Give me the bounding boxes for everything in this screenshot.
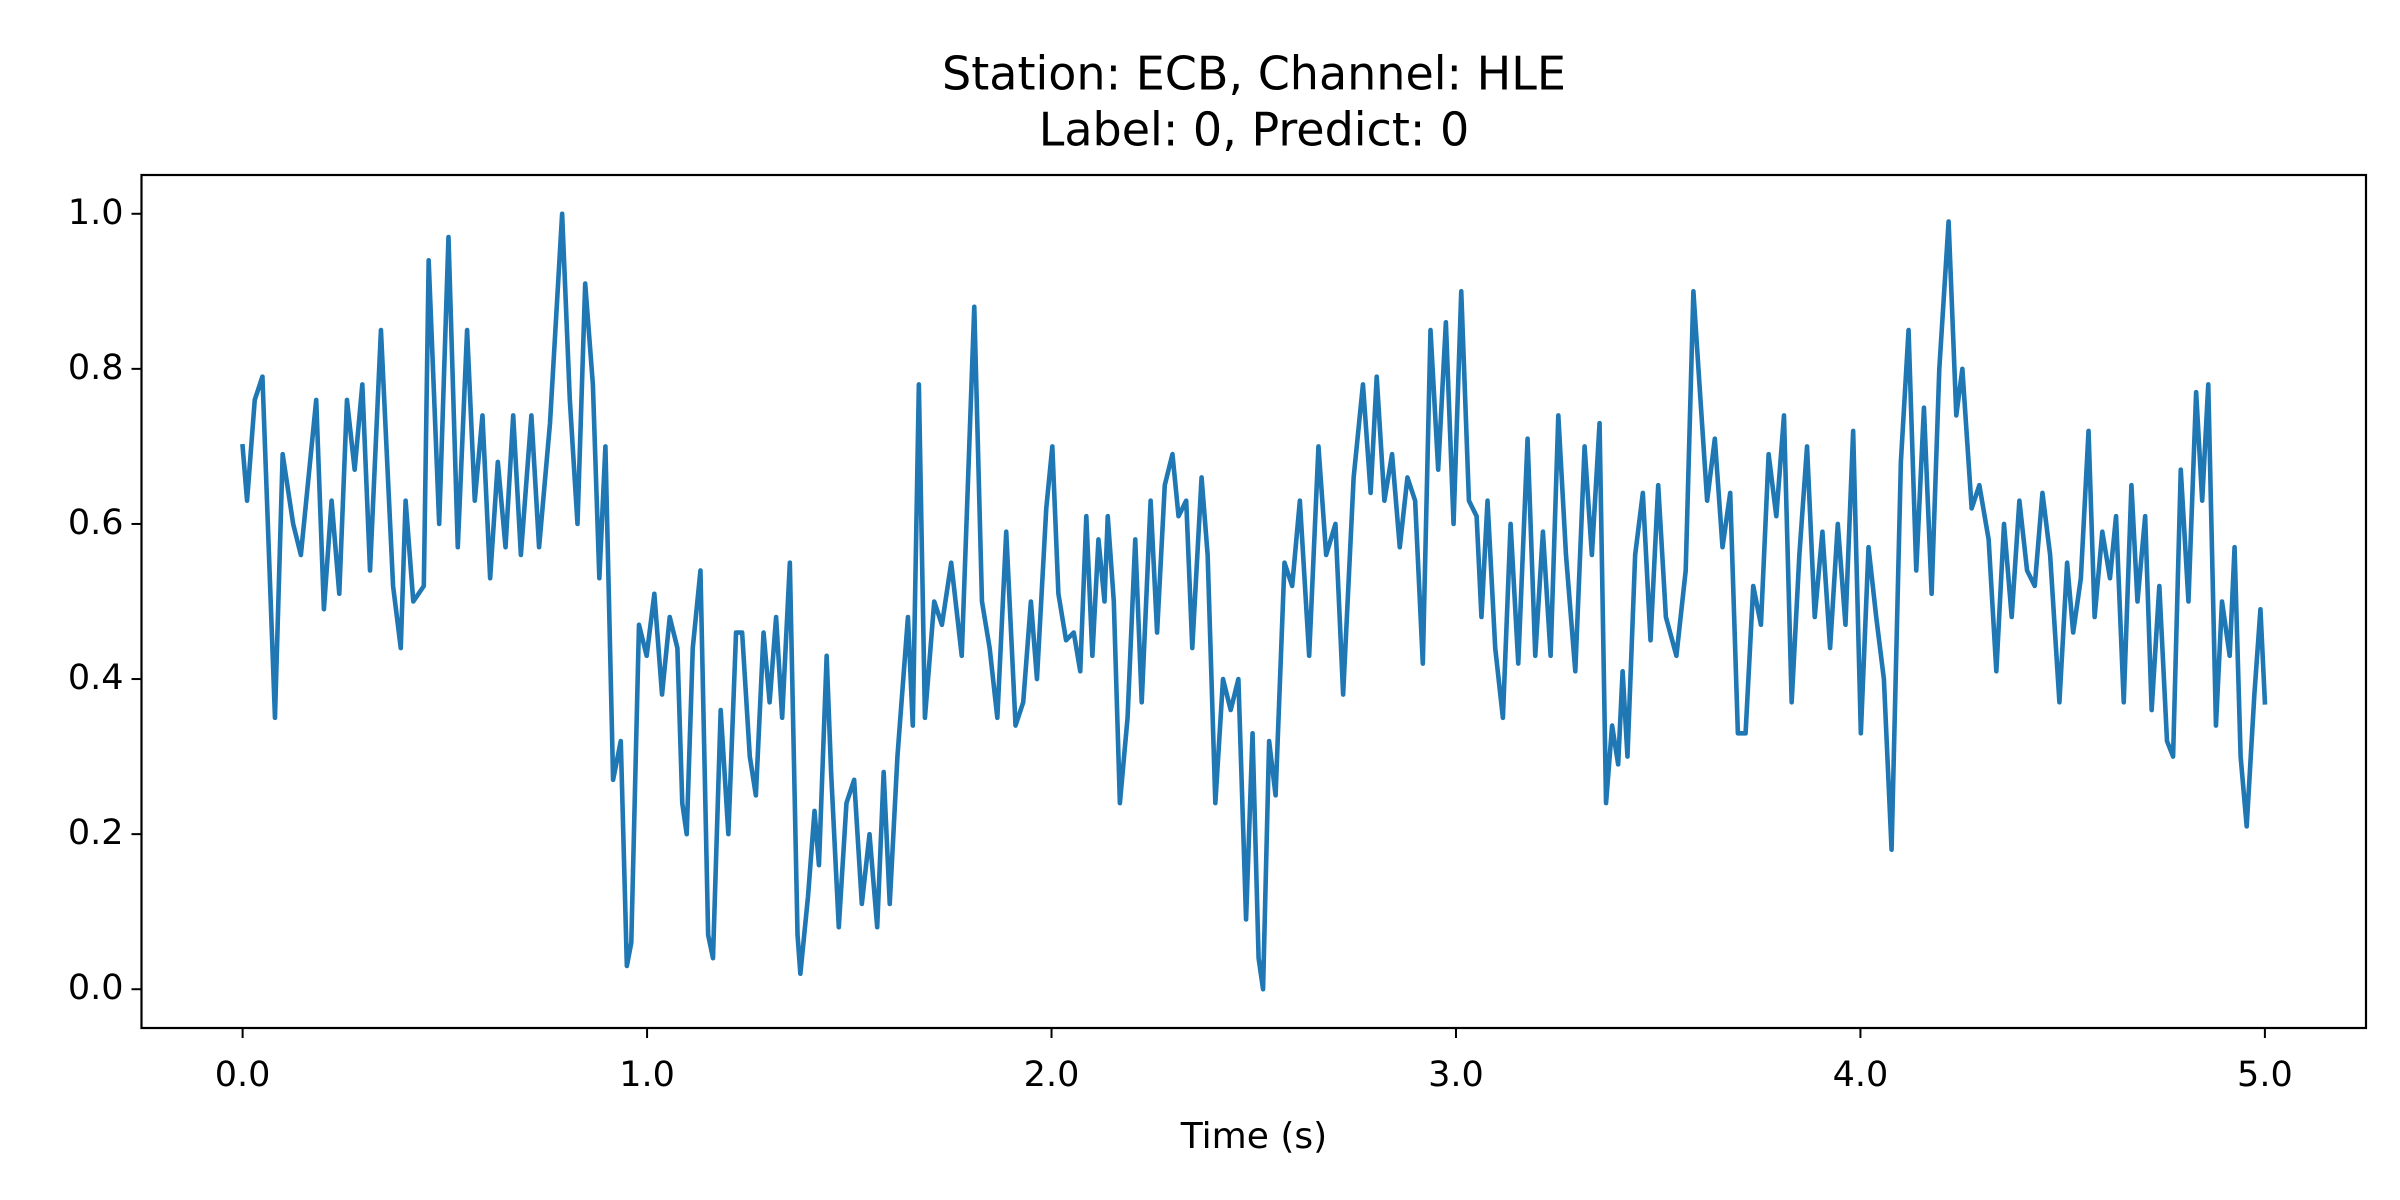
y-tick-label: 0.0 bbox=[68, 968, 124, 1008]
y-tick-label: 0.8 bbox=[68, 348, 124, 388]
x-tick-label: 1.0 bbox=[619, 1055, 675, 1095]
x-tick-label: 5.0 bbox=[2237, 1055, 2293, 1095]
x-tick-label: 3.0 bbox=[1428, 1055, 1484, 1095]
plot-area: 0.0 1.0 2.0 3.0 4.0 5.0 0.0 0.2 0.4 0.6 0.8 1.0 bbox=[68, 193, 2293, 1095]
y-tick-label: 0.2 bbox=[68, 813, 124, 853]
x-tick-label: 0.0 bbox=[215, 1055, 271, 1095]
chart-title: Station: ECB, Channel: HLE bbox=[942, 47, 1566, 101]
data-line bbox=[240, 211, 2268, 992]
x-tick-label: 2.0 bbox=[1024, 1055, 1080, 1095]
x-tick-label: 4.0 bbox=[1833, 1055, 1889, 1095]
x-axis-label: Time (s) bbox=[1180, 1116, 1327, 1157]
chart-subtitle: Label: 0, Predict: 0 bbox=[1039, 103, 1470, 157]
axes-frame bbox=[140, 173, 2368, 1030]
y-tick-label: 0.6 bbox=[68, 503, 124, 543]
y-tick-label: 0.4 bbox=[68, 658, 124, 698]
y-tick-label: 1.0 bbox=[68, 193, 124, 233]
